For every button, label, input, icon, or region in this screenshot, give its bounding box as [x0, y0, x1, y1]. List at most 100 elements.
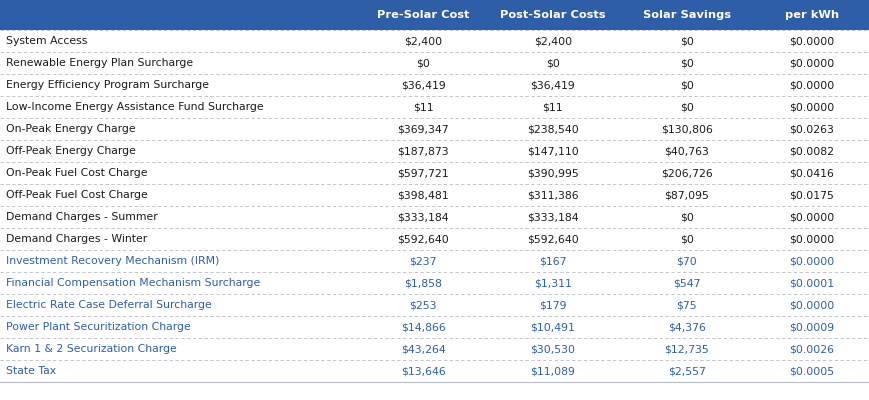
Text: State Tax: State Tax	[6, 366, 56, 376]
Text: Post-Solar Costs: Post-Solar Costs	[500, 10, 605, 20]
Bar	[0, 184, 869, 206]
Text: Demand Charges - Summer: Demand Charges - Summer	[6, 212, 157, 222]
Bar	[0, 140, 869, 162]
Text: $0.0000: $0.0000	[788, 234, 833, 244]
Text: $2,400: $2,400	[534, 36, 571, 46]
Text: $592,640: $592,640	[397, 234, 448, 244]
Text: $0: $0	[416, 58, 429, 68]
Bar	[0, 118, 869, 140]
Text: Energy Efficiency Program Surcharge: Energy Efficiency Program Surcharge	[6, 80, 209, 90]
Bar	[0, 162, 869, 184]
Text: $0.0005: $0.0005	[788, 366, 833, 376]
Text: $369,347: $369,347	[397, 124, 448, 134]
Text: $547: $547	[673, 278, 700, 288]
Text: $36,419: $36,419	[530, 80, 574, 90]
Text: $36,419: $36,419	[401, 80, 445, 90]
Text: Off-Peak Energy Charge: Off-Peak Energy Charge	[6, 146, 136, 156]
Bar	[0, 0, 869, 30]
Text: $187,873: $187,873	[397, 146, 448, 156]
Text: $12,735: $12,735	[664, 344, 708, 354]
Text: $14,866: $14,866	[401, 322, 445, 332]
Text: Off-Peak Fuel Cost Charge: Off-Peak Fuel Cost Charge	[6, 190, 148, 200]
Bar	[0, 52, 869, 74]
Text: $253: $253	[409, 300, 436, 310]
Text: $398,481: $398,481	[397, 190, 448, 200]
Text: $0: $0	[680, 36, 693, 46]
Bar	[0, 360, 869, 382]
Text: $11: $11	[413, 102, 433, 112]
Bar	[0, 228, 869, 250]
Text: $237: $237	[409, 256, 436, 266]
Text: Pre-Solar Cost: Pre-Solar Cost	[376, 10, 469, 20]
Bar	[0, 206, 869, 228]
Text: $0: $0	[680, 80, 693, 90]
Text: $597,721: $597,721	[397, 168, 448, 178]
Bar	[0, 96, 869, 118]
Text: Power Plant Securitization Charge: Power Plant Securitization Charge	[6, 322, 190, 332]
Text: $70: $70	[676, 256, 696, 266]
Text: On-Peak Fuel Cost Charge: On-Peak Fuel Cost Charge	[6, 168, 148, 178]
Text: Solar Savings: Solar Savings	[642, 10, 730, 20]
Text: $13,646: $13,646	[401, 366, 445, 376]
Bar	[0, 272, 869, 294]
Text: $167: $167	[539, 256, 566, 266]
Text: Low-Income Energy Assistance Fund Surcharge: Low-Income Energy Assistance Fund Surcha…	[6, 102, 263, 112]
Text: $0: $0	[680, 234, 693, 244]
Text: $0.0000: $0.0000	[788, 256, 833, 266]
Text: $10,491: $10,491	[530, 322, 574, 332]
Text: $333,184: $333,184	[397, 212, 448, 222]
Text: $592,640: $592,640	[527, 234, 578, 244]
Text: $130,806: $130,806	[660, 124, 712, 134]
Text: Karn 1 & 2 Securization Charge: Karn 1 & 2 Securization Charge	[6, 344, 176, 354]
Text: $147,110: $147,110	[527, 146, 578, 156]
Text: $2,557: $2,557	[667, 366, 705, 376]
Text: $0.0175: $0.0175	[788, 190, 833, 200]
Text: $2,400: $2,400	[404, 36, 441, 46]
Text: $0: $0	[680, 102, 693, 112]
Text: $43,264: $43,264	[401, 344, 445, 354]
Text: $11: $11	[542, 102, 562, 112]
Text: $0.0000: $0.0000	[788, 300, 833, 310]
Bar	[0, 316, 869, 338]
Text: $0.0001: $0.0001	[788, 278, 833, 288]
Bar	[0, 338, 869, 360]
Text: $0.0026: $0.0026	[788, 344, 833, 354]
Text: $30,530: $30,530	[530, 344, 574, 354]
Text: $40,763: $40,763	[664, 146, 708, 156]
Text: $0.0000: $0.0000	[788, 58, 833, 68]
Bar	[0, 74, 869, 96]
Text: $0: $0	[680, 212, 693, 222]
Text: $4,376: $4,376	[667, 322, 705, 332]
Bar	[0, 30, 869, 52]
Text: $0.0263: $0.0263	[788, 124, 833, 134]
Text: $0.0082: $0.0082	[788, 146, 833, 156]
Text: $0.0009: $0.0009	[788, 322, 833, 332]
Text: $1,311: $1,311	[534, 278, 571, 288]
Text: Electric Rate Case Deferral Surcharge: Electric Rate Case Deferral Surcharge	[6, 300, 211, 310]
Text: $0: $0	[680, 58, 693, 68]
Text: $238,540: $238,540	[527, 124, 578, 134]
Text: Financial Compensation Mechanism Surcharge: Financial Compensation Mechanism Surchar…	[6, 278, 260, 288]
Text: $0.0000: $0.0000	[788, 212, 833, 222]
Text: On-Peak Energy Charge: On-Peak Energy Charge	[6, 124, 136, 134]
Text: Demand Charges - Winter: Demand Charges - Winter	[6, 234, 147, 244]
Text: $311,386: $311,386	[527, 190, 578, 200]
Text: $179: $179	[539, 300, 566, 310]
Text: $390,995: $390,995	[527, 168, 578, 178]
Text: System Access: System Access	[6, 36, 87, 46]
Text: $1,858: $1,858	[404, 278, 441, 288]
Text: $0.0000: $0.0000	[788, 102, 833, 112]
Bar	[0, 294, 869, 316]
Text: $11,089: $11,089	[530, 366, 574, 376]
Text: $0.0000: $0.0000	[788, 80, 833, 90]
Bar	[0, 250, 869, 272]
Text: Renewable Energy Plan Surcharge: Renewable Energy Plan Surcharge	[6, 58, 193, 68]
Text: $0: $0	[546, 58, 559, 68]
Text: $333,184: $333,184	[527, 212, 578, 222]
Text: $206,726: $206,726	[660, 168, 712, 178]
Text: Investment Recovery Mechanism (IRM): Investment Recovery Mechanism (IRM)	[6, 256, 219, 266]
Text: $87,095: $87,095	[664, 190, 708, 200]
Text: $0.0000: $0.0000	[788, 36, 833, 46]
Text: $75: $75	[676, 300, 696, 310]
Text: $0.0416: $0.0416	[788, 168, 833, 178]
